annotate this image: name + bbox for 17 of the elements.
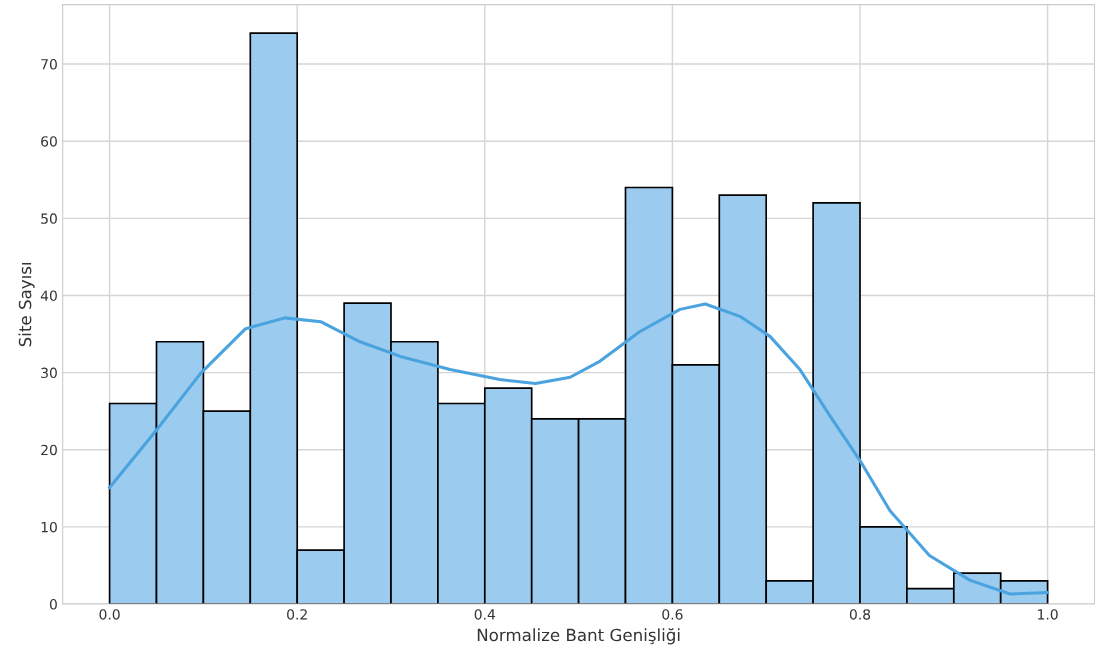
x-tick-label: 0.4 [474,609,496,620]
y-tick-label: 40 [40,290,57,301]
y-tick-label: 20 [41,444,57,456]
y-tick-label: 10 [41,521,57,533]
x-tick-label: 0.0 [99,609,120,620]
y-tick-label: 60 [41,136,57,147]
y-tick-label: 70 [41,59,57,70]
y-tick-label: 50 [41,213,57,224]
x-tick-label: 0.2 [287,609,307,620]
x-tick-label: 0.8 [849,609,871,620]
x-tick-label: 1.0 [1038,609,1058,620]
x-tick-label: 0.6 [662,609,683,620]
line-series [108,302,1050,596]
y-tick-label: 30 [41,367,57,379]
x-axis-title: Normalize Bant Genişliği [477,627,680,645]
y-axis-title: Site Sayısı [18,262,35,347]
y-tick-label: 0 [49,599,57,610]
